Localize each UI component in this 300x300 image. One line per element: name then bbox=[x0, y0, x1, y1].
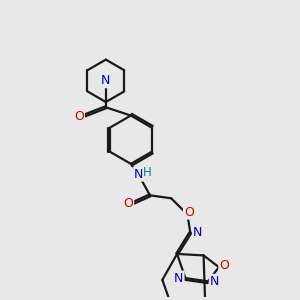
Text: O: O bbox=[219, 259, 229, 272]
Text: N: N bbox=[134, 168, 143, 181]
Text: N: N bbox=[193, 226, 202, 239]
Text: N: N bbox=[101, 74, 110, 87]
Text: H: H bbox=[143, 166, 152, 179]
Text: O: O bbox=[74, 110, 84, 123]
Text: O: O bbox=[123, 197, 133, 210]
Text: N: N bbox=[210, 275, 219, 288]
Text: O: O bbox=[184, 206, 194, 219]
Text: N: N bbox=[174, 272, 184, 285]
